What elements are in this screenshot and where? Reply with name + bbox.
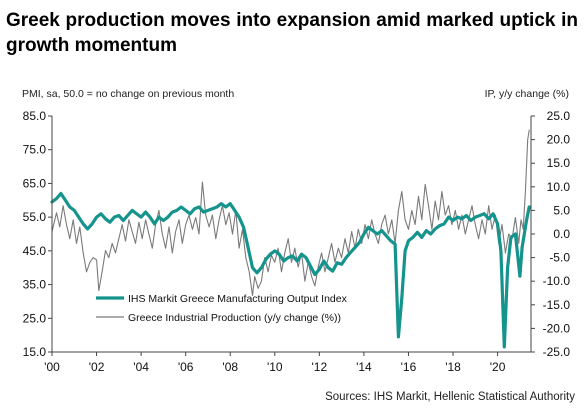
right-tick-label: 20.0 xyxy=(547,133,571,147)
left-tick-label: 65.0 xyxy=(23,176,47,190)
right-tick-label: -5.0 xyxy=(549,251,570,265)
x-tick-label: '08 xyxy=(222,360,238,374)
right-tick-label: -10.0 xyxy=(543,274,571,288)
left-tick-label: 45.0 xyxy=(23,244,47,258)
right-axis-label: IP, y/y change (%) xyxy=(485,88,569,100)
right-tick-label: 10.0 xyxy=(547,180,571,194)
x-tick-label: '12 xyxy=(312,360,328,374)
x-tick-label: '16 xyxy=(401,360,417,374)
right-tick-label: 0.0 xyxy=(553,227,570,241)
series-line-industrial-production xyxy=(51,129,530,296)
x-tick-label: '00 xyxy=(44,360,60,374)
right-tick-label: -20.0 xyxy=(543,321,571,335)
x-tick-label: '10 xyxy=(267,360,283,374)
x-tick-label: '18 xyxy=(445,360,461,374)
left-tick-label: 85.0 xyxy=(23,109,47,123)
x-tick-label: '04 xyxy=(133,360,149,374)
right-tick-label: 15.0 xyxy=(547,156,571,170)
x-tick-label: '14 xyxy=(356,360,372,374)
left-axis-label: PMI, sa, 50.0 = no change on previous mo… xyxy=(22,88,234,100)
legend-label-industrial-production: Greece Industrial Production (y/y change… xyxy=(128,312,341,324)
x-tick-label: '02 xyxy=(89,360,105,374)
left-tick-label: 55.0 xyxy=(23,210,47,224)
right-tick-label: -25.0 xyxy=(543,345,571,359)
x-tick-label: '20 xyxy=(490,360,506,374)
chart-legend: IHS Markit Greece Manufacturing Output I… xyxy=(96,293,348,324)
right-tick-label: 5.0 xyxy=(553,203,570,217)
left-tick-label: 15.0 xyxy=(23,345,47,359)
left-tick-label: 35.0 xyxy=(23,278,47,292)
chart-headline: Greek production moves into expansion am… xyxy=(6,10,578,56)
left-tick-label: 75.0 xyxy=(23,143,47,157)
right-tick-label: -15.0 xyxy=(543,298,571,312)
source-note: Sources: IHS Markit, Hellenic Statistica… xyxy=(325,391,575,403)
left-tick-label: 25.0 xyxy=(23,311,47,325)
legend-label-output-index: IHS Markit Greece Manufacturing Output I… xyxy=(128,293,348,305)
series-line-output-index xyxy=(50,191,531,349)
right-tick-label: 25.0 xyxy=(547,109,571,123)
x-tick-label: '06 xyxy=(178,360,194,374)
